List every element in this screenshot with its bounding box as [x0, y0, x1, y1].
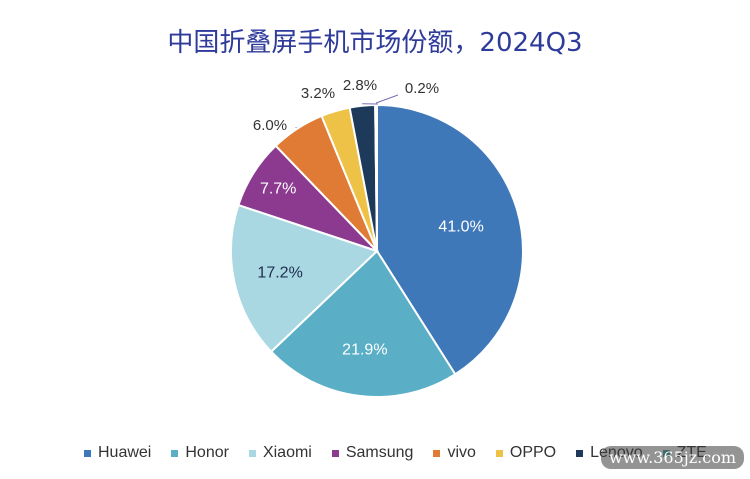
legend-swatch-samsung: [331, 449, 339, 457]
legend-item-samsung: Samsung: [331, 444, 414, 462]
legend-item-vivo: vivo: [433, 444, 476, 462]
legend-swatch-oppo: [495, 449, 503, 457]
slice-label-zte: 0.2%: [405, 80, 439, 97]
slice-label-xiaomi: 17.2%: [257, 265, 302, 282]
pie-chart: 41.0% 21.9% 17.2% 7.7% 6.0% 3.2% 2.8% 0.2%: [230, 77, 524, 398]
slice-label-samsung: 7.7%: [260, 181, 296, 198]
legend-item-huawei: Huawei: [84, 444, 151, 462]
pie-slices: [230, 103, 524, 398]
watermark-text: www.365jz.com: [600, 446, 744, 469]
pie-slice-zte: [374, 103, 378, 252]
legend-swatch-vivo: [433, 449, 441, 457]
leader-line-zte: [375, 94, 399, 104]
slice-label-oppo: 3.2%: [301, 85, 335, 102]
legend-swatch-lenovo: [576, 449, 584, 457]
slice-label-vivo: 6.0%: [253, 117, 287, 134]
slice-label-lenovo: 2.8%: [343, 77, 377, 94]
legend-item-honor: Honor: [171, 444, 229, 462]
legend-swatch-honor: [171, 449, 179, 457]
legend-label-samsung: Samsung: [345, 444, 414, 461]
slice-label-huawei: 41.0%: [438, 219, 483, 236]
legend-swatch-xiaomi: [248, 449, 256, 457]
legend-label-xiaomi: Xiaomi: [262, 444, 312, 461]
pie-slice-xiaomi: [230, 203, 379, 354]
legend-label-oppo: OPPO: [509, 444, 557, 461]
legend-item-oppo: OPPO: [495, 444, 557, 462]
slice-label-honor: 21.9%: [342, 342, 387, 359]
pie-labels: 41.0% 21.9% 17.2% 7.7% 6.0% 3.2% 2.8% 0.2%: [253, 77, 484, 359]
legend-item-xiaomi: Xiaomi: [248, 444, 312, 462]
pie-slice-honor: [269, 249, 457, 398]
chart-title: 中国折叠屏手机市场份额，2024Q3: [167, 28, 583, 58]
legend-label-huawei: Huawei: [98, 444, 152, 461]
legend-label-honor: Honor: [185, 444, 229, 461]
legend-swatch-huawei: [84, 449, 91, 457]
legend-label-vivo: vivo: [447, 444, 476, 461]
